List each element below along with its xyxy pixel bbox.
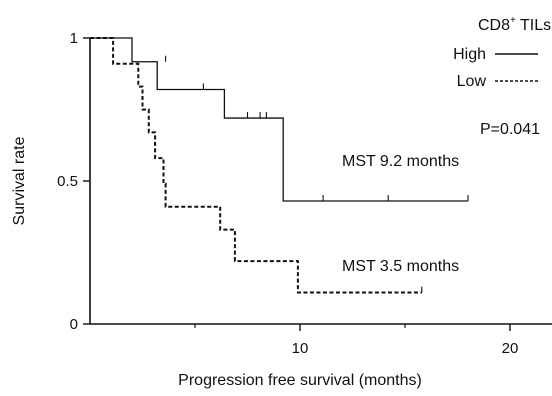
legend-title: CD8+ TILs [478, 15, 551, 34]
series-low-line [90, 37, 422, 294]
y-tick-label: 1 [70, 30, 78, 47]
legend-entry-high-label: High [453, 46, 486, 63]
x-axis-ticks: 10 20 [194, 324, 519, 357]
y-axis-ticks: 00.51 [57, 30, 90, 333]
y-tick-label: 0.5 [57, 173, 78, 190]
y-axis-label: Survival rate [11, 136, 28, 225]
low-mst-annotation: MST 3.5 months [342, 258, 459, 275]
x-tick-label: 20 [502, 340, 519, 357]
x-tick-label: 10 [292, 340, 309, 357]
x-axis-label: Progression free survival (months) [178, 372, 422, 389]
p-value-annotation: P=0.041 [480, 121, 540, 138]
high-mst-annotation: MST 9.2 months [342, 153, 459, 170]
survival-curves [90, 37, 469, 294]
series-high-line [90, 37, 468, 202]
legend-entry-low-label: Low [457, 73, 487, 90]
legend: CD8+ TILs High Low [453, 15, 551, 90]
y-tick-label: 0 [70, 316, 78, 333]
